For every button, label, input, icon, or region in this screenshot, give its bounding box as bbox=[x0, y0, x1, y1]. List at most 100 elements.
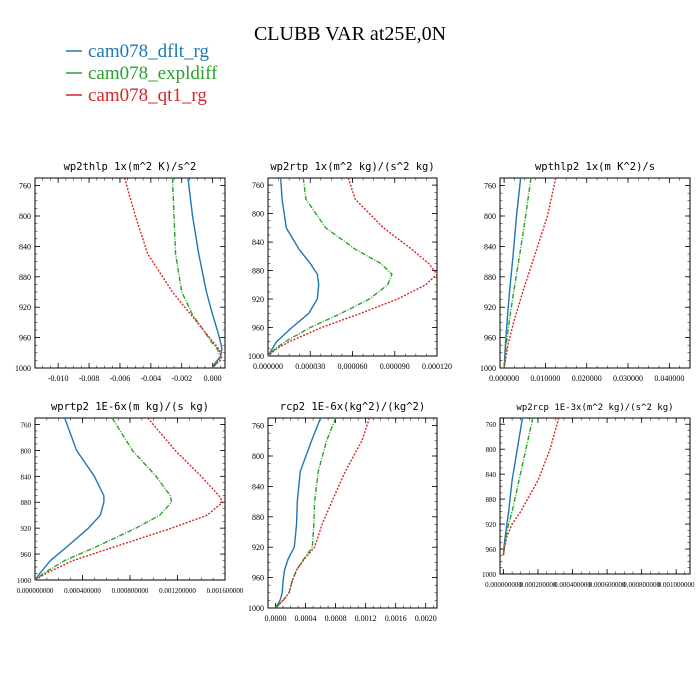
x-tick-label: 0.0020 bbox=[415, 614, 437, 623]
panel-title: wp2rtp 1x(m^2 kg)/(s^2 kg) bbox=[270, 161, 434, 173]
y-tick-label: 880 bbox=[21, 499, 32, 507]
panel-frame bbox=[499, 417, 691, 575]
x-tick-label: 0.000000000 bbox=[17, 587, 54, 595]
legend-label-cam078_expldiff: cam078_expldiff bbox=[88, 63, 218, 84]
x-tick-label: 0.000030 bbox=[295, 362, 325, 371]
y-tick-label: 1000 bbox=[15, 364, 31, 373]
y-tick-label: 1000 bbox=[248, 352, 264, 361]
y-tick-label: 760 bbox=[252, 422, 264, 431]
y-tick-label: 920 bbox=[21, 525, 32, 533]
y-tick-label: 960 bbox=[484, 334, 496, 343]
x-tick-label: 0.000120 bbox=[422, 362, 452, 371]
y-tick-label: 800 bbox=[19, 212, 31, 221]
x-tick-label: 0.000000000 bbox=[485, 581, 522, 589]
panel-3: wpthlp2 1x(m K^2)/s 760 800 840 880 920 960 100… bbox=[480, 161, 691, 383]
y-tick-label: 960 bbox=[19, 334, 31, 343]
x-tick-label: 0.000800000 bbox=[623, 581, 660, 589]
panel-2: wp2rtp 1x(m^2 kg)/(s^2 kg) 760 800 840 880 92… bbox=[248, 161, 452, 371]
x-tick-label: 0.0008 bbox=[325, 614, 347, 623]
panel-title: wp2rcp 1E-3x(m^2 kg)/(s^2 kg) bbox=[516, 403, 673, 413]
y-tick-label: 800 bbox=[252, 210, 264, 219]
y-tick-label: 920 bbox=[252, 295, 264, 304]
x-tick-label: -0.006 bbox=[110, 374, 131, 383]
series-line-cam078_qt1_rg bbox=[275, 417, 371, 609]
series-line-cam078_qt1_rg bbox=[503, 177, 557, 369]
y-tick-label: 800 bbox=[252, 452, 264, 461]
series-line-cam078_qt1_rg bbox=[267, 177, 438, 357]
y-tick-label: 1000 bbox=[17, 577, 32, 585]
panel-4: wprtp2 1E-6x(m kg)/(s kg) 760 800 840 880 920… bbox=[17, 401, 244, 595]
x-tick-label: 0.0000 bbox=[265, 614, 287, 623]
y-tick-label: 920 bbox=[486, 521, 497, 529]
x-tick-label: 0.0016 bbox=[385, 614, 407, 623]
panel-title: wp2thlp 1x(m^2 K)/s^2 bbox=[64, 161, 197, 173]
y-tick-label: 920 bbox=[252, 543, 264, 552]
y-tick-label: 760 bbox=[19, 182, 31, 191]
y-tick-label: 880 bbox=[252, 267, 264, 276]
series-line-cam078_qt1_rg bbox=[34, 417, 224, 581]
series-line-cam078_dflt_rg bbox=[187, 177, 223, 369]
y-tick-label: 1000 bbox=[480, 364, 496, 373]
y-tick-label: 800 bbox=[486, 446, 497, 454]
x-tick-label: 0.040000 bbox=[654, 374, 684, 383]
x-tick-label: 0.000400000 bbox=[554, 581, 591, 589]
x-tick-label: 0.000000 bbox=[489, 374, 519, 383]
series-line-cam078_expldiff bbox=[267, 177, 393, 357]
x-tick-label: 0.000090 bbox=[380, 362, 410, 371]
y-tick-label: 920 bbox=[484, 303, 496, 312]
panel-5: rcp2 1E-6x(kg^2)/(kg^2) 760 800 840 880 920 96… bbox=[248, 401, 438, 623]
y-tick-label: 840 bbox=[484, 242, 496, 251]
panel-6: wp2rcp 1E-3x(m^2 kg)/(s^2 kg) 760 800 840 88… bbox=[482, 403, 695, 589]
panel-title: rcp2 1E-6x(kg^2)/(kg^2) bbox=[280, 401, 425, 413]
y-tick-label: 840 bbox=[252, 482, 264, 491]
x-tick-label: 0.000000 bbox=[253, 362, 283, 371]
series-line-cam078_qt1_rg bbox=[123, 177, 223, 369]
panels: wp2thlp 1x(m^2 K)/s^2 760 800 840 880 920 960 1… bbox=[15, 161, 695, 623]
y-tick-label: 760 bbox=[21, 421, 32, 429]
x-tick-label: 0.001000000 bbox=[658, 581, 695, 589]
y-tick-label: 880 bbox=[484, 273, 496, 282]
y-tick-label: 1000 bbox=[482, 571, 497, 579]
y-tick-label: 960 bbox=[21, 551, 32, 559]
legend: cam078_dflt_rgcam078_expldiffcam078_qt1_… bbox=[66, 41, 218, 106]
x-tick-label: 0.000800000 bbox=[112, 587, 149, 595]
panel-frame bbox=[34, 417, 226, 581]
x-tick-label: 0.000 bbox=[204, 374, 222, 383]
y-tick-label: 960 bbox=[252, 574, 264, 583]
y-tick-label: 840 bbox=[486, 471, 497, 479]
series-line-cam078_expldiff bbox=[171, 177, 222, 369]
y-tick-label: 880 bbox=[252, 513, 264, 522]
x-tick-label: -0.004 bbox=[141, 374, 162, 383]
panel-frame bbox=[499, 177, 691, 369]
series-line-cam078_dflt_rg bbox=[267, 177, 320, 357]
series-line-cam078_expldiff bbox=[34, 417, 173, 581]
series-line-cam078_expldiff bbox=[502, 417, 534, 556]
figure-title: CLUBB VAR at25E,0N bbox=[254, 23, 446, 45]
panel-title: wprtp2 1E-6x(m kg)/(s kg) bbox=[51, 401, 209, 413]
series-line-cam078_expldiff bbox=[275, 417, 337, 609]
x-tick-label: 0.0012 bbox=[355, 614, 377, 623]
panel-frame bbox=[267, 417, 438, 609]
x-tick-label: 0.0004 bbox=[295, 614, 317, 623]
y-tick-label: 760 bbox=[484, 182, 496, 191]
x-tick-label: 0.000200000 bbox=[520, 581, 557, 589]
x-tick-label: 0.000600000 bbox=[589, 581, 626, 589]
panel-title: wpthlp2 1x(m K^2)/s bbox=[535, 161, 655, 173]
y-tick-label: 840 bbox=[21, 473, 32, 481]
y-tick-label: 880 bbox=[486, 496, 497, 504]
y-tick-label: 880 bbox=[19, 273, 31, 282]
x-tick-label: 0.000400000 bbox=[64, 587, 101, 595]
series-line-cam078_qt1_rg bbox=[502, 417, 560, 556]
x-tick-label: -0.010 bbox=[48, 374, 69, 383]
y-tick-label: 760 bbox=[252, 181, 264, 190]
series-line-cam078_dflt_rg bbox=[34, 417, 105, 581]
y-tick-label: 800 bbox=[21, 447, 32, 455]
x-tick-label: 0.030000 bbox=[613, 374, 643, 383]
y-tick-label: 1000 bbox=[248, 604, 264, 613]
y-tick-label: 760 bbox=[486, 421, 497, 429]
x-tick-label: -0.008 bbox=[79, 374, 100, 383]
panel-frame bbox=[34, 177, 226, 369]
y-tick-label: 840 bbox=[19, 242, 31, 251]
y-tick-label: 920 bbox=[19, 303, 31, 312]
